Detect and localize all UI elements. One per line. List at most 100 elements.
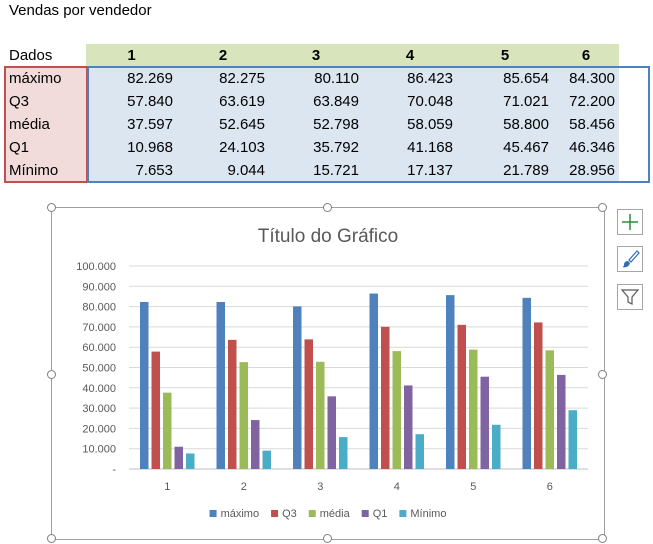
bar-Q1-4[interactable] <box>404 385 413 469</box>
value-cell[interactable]: 7.653 <box>86 159 177 182</box>
value-cell[interactable]: 63.849 <box>269 90 363 113</box>
value-cell[interactable]: 57.840 <box>86 90 177 113</box>
legend-label[interactable]: Q1 <box>373 508 388 520</box>
bar-máximo-5[interactable] <box>446 295 455 469</box>
column-header[interactable]: 2 <box>177 44 269 67</box>
resize-handle-top-right[interactable] <box>598 203 607 212</box>
table-row: média 37.597 52.645 52.798 58.059 58.800… <box>5 113 619 136</box>
row-label-cell[interactable]: máximo <box>5 67 86 90</box>
legend-label[interactable]: média <box>320 508 351 520</box>
column-header[interactable]: 4 <box>363 44 457 67</box>
value-cell[interactable]: 63.619 <box>177 90 269 113</box>
bar-Q1-6[interactable] <box>557 374 566 469</box>
value-cell[interactable]: 52.645 <box>177 113 269 136</box>
bar-média-4[interactable] <box>392 351 402 469</box>
bar-máximo-3[interactable] <box>293 306 302 469</box>
bar-Q3-2[interactable] <box>228 339 237 469</box>
row-label-cell[interactable]: Q3 <box>5 90 86 113</box>
value-cell[interactable]: 45.467 <box>457 136 553 159</box>
row-label-cell[interactable]: Mínimo <box>5 159 86 182</box>
bar-Mínimo-4[interactable] <box>415 434 425 469</box>
value-cell[interactable]: 17.137 <box>363 159 457 182</box>
x-tick-label: 5 <box>470 481 476 493</box>
y-tick-label: 100.000 <box>76 261 116 273</box>
row-label-cell[interactable]: Q1 <box>5 136 86 159</box>
value-cell[interactable]: 71.021 <box>457 90 553 113</box>
table-corner-cell[interactable]: Dados <box>9 47 53 64</box>
column-header[interactable]: 6 <box>553 44 619 67</box>
legend-label[interactable]: máximo <box>221 508 260 520</box>
bar-média-3[interactable] <box>316 361 325 469</box>
y-tick-label: 90.000 <box>82 281 116 293</box>
resize-handle-right[interactable] <box>598 370 607 379</box>
bar-Q1-1[interactable] <box>174 446 184 469</box>
resize-handle-top-left[interactable] <box>47 203 56 212</box>
column-header[interactable]: 3 <box>269 44 363 67</box>
value-cell[interactable]: 85.654 <box>457 67 553 90</box>
bar-Q1-5[interactable] <box>480 376 490 469</box>
chart-filters-button[interactable] <box>617 284 643 310</box>
value-cell[interactable]: 35.792 <box>269 136 363 159</box>
value-cell[interactable]: 52.798 <box>269 113 363 136</box>
value-cell[interactable]: 84.300 <box>553 67 619 90</box>
plus-icon <box>622 214 638 230</box>
bar-Q1-2[interactable] <box>251 420 260 469</box>
bar-Q3-3[interactable] <box>304 339 314 469</box>
bar-máximo-4[interactable] <box>369 293 379 469</box>
value-cell[interactable]: 70.048 <box>363 90 457 113</box>
legend-label[interactable]: Q3 <box>282 508 297 520</box>
chart-elements-button[interactable] <box>617 209 643 235</box>
row-label-cell[interactable]: média <box>5 113 86 136</box>
chart-area[interactable]: Título do Gráfico - 10.000 20.000 30.000 40.… <box>51 207 605 540</box>
value-cell[interactable]: 82.269 <box>86 67 177 90</box>
value-cell[interactable]: 21.789 <box>457 159 553 182</box>
value-cell[interactable]: 58.456 <box>553 113 619 136</box>
legend-label[interactable]: Mínimo <box>410 508 446 520</box>
bar-Mínimo-1[interactable] <box>186 453 195 469</box>
bar-Q3-5[interactable] <box>457 324 467 469</box>
x-tick-label: 1 <box>164 481 170 493</box>
value-cell[interactable]: 15.721 <box>269 159 363 182</box>
bar-Q3-4[interactable] <box>381 326 390 469</box>
value-cell[interactable]: 72.200 <box>553 90 619 113</box>
bar-média-6[interactable] <box>545 350 555 469</box>
bar-máximo-2[interactable] <box>216 301 226 469</box>
bar-máximo-1[interactable] <box>140 301 149 469</box>
value-cell[interactable]: 82.275 <box>177 67 269 90</box>
bar-Q3-6[interactable] <box>534 322 543 469</box>
y-tick-label: 30.000 <box>82 403 116 415</box>
value-cell[interactable]: 80.110 <box>269 67 363 90</box>
resize-handle-bottom-right[interactable] <box>598 534 607 543</box>
bar-média-1[interactable] <box>163 392 172 469</box>
resize-handle-bottom-left[interactable] <box>47 534 56 543</box>
value-cell[interactable]: 37.597 <box>86 113 177 136</box>
chart-styles-button[interactable] <box>617 246 643 272</box>
column-header[interactable]: 1 <box>86 44 177 67</box>
bar-máximo-6[interactable] <box>522 297 532 469</box>
resize-handle-bottom[interactable] <box>323 534 332 543</box>
table-row: Q1 10.968 24.103 35.792 41.168 45.467 46… <box>5 136 619 159</box>
value-cell[interactable]: 86.423 <box>363 67 457 90</box>
bar-Mínimo-3[interactable] <box>339 437 348 469</box>
sheet-title: Vendas por vendedor <box>9 2 152 19</box>
value-cell[interactable]: 10.968 <box>86 136 177 159</box>
bar-Mínimo-2[interactable] <box>262 450 272 469</box>
value-cell[interactable]: 46.346 <box>553 136 619 159</box>
value-cell[interactable]: 28.956 <box>553 159 619 182</box>
value-cell[interactable]: 9.044 <box>177 159 269 182</box>
chart-title[interactable]: Título do Gráfico <box>258 226 398 247</box>
value-cell[interactable]: 58.059 <box>363 113 457 136</box>
bar-média-5[interactable] <box>469 349 478 469</box>
bar-Mínimo-5[interactable] <box>492 424 501 469</box>
resize-handle-top[interactable] <box>323 203 332 212</box>
column-header[interactable]: 5 <box>457 44 553 67</box>
bar-média-2[interactable] <box>239 362 249 469</box>
value-cell[interactable]: 58.800 <box>457 113 553 136</box>
bar-Q3-1[interactable] <box>151 351 161 469</box>
value-cell[interactable]: 41.168 <box>363 136 457 159</box>
resize-handle-left[interactable] <box>47 370 56 379</box>
y-tick-label: 40.000 <box>82 383 116 395</box>
value-cell[interactable]: 24.103 <box>177 136 269 159</box>
bar-Q1-3[interactable] <box>327 396 337 469</box>
bar-Mínimo-6[interactable] <box>568 410 578 469</box>
